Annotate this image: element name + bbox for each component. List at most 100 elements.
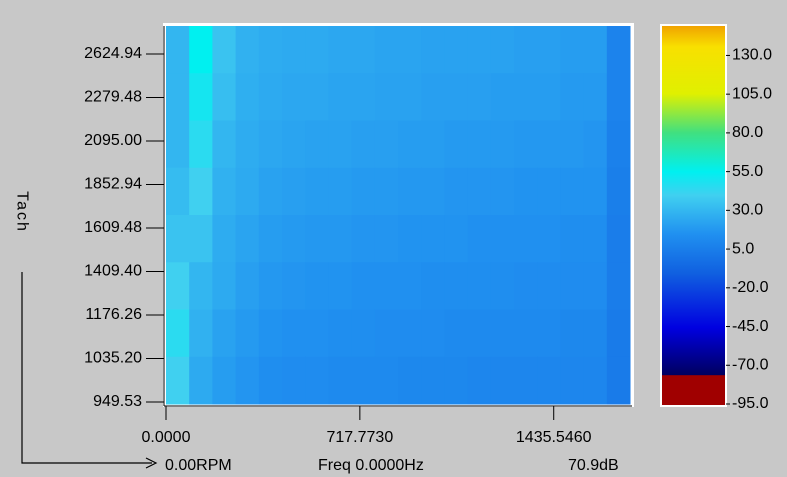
heatmap-cell bbox=[166, 262, 190, 310]
heatmap-cell bbox=[537, 262, 561, 310]
heatmap-cell bbox=[189, 309, 213, 358]
heatmap-cell bbox=[537, 120, 561, 169]
heatmap-cell bbox=[328, 356, 353, 405]
heatmap-cell bbox=[606, 26, 631, 74]
heatmap-cell bbox=[235, 262, 260, 310]
y-tick-label: 1852.94 bbox=[84, 176, 142, 193]
axis-arrow bbox=[21, 272, 152, 464]
heatmap-cell bbox=[235, 309, 260, 358]
heatmap-cell bbox=[235, 73, 260, 121]
heatmap-cell bbox=[374, 26, 399, 74]
heatmap-cell bbox=[374, 120, 399, 169]
heatmap-cell bbox=[235, 120, 260, 169]
heatmap-cell bbox=[444, 26, 469, 74]
heatmap-cell bbox=[421, 356, 445, 405]
heatmap-cell bbox=[212, 167, 237, 216]
colorbar-tick-label: -95.0 bbox=[732, 395, 769, 412]
heatmap-cell bbox=[514, 309, 538, 358]
heatmap-cell bbox=[398, 26, 422, 74]
heatmap-cell bbox=[467, 26, 492, 74]
y-tick-label: 949.53 bbox=[93, 393, 142, 410]
heatmap-cell bbox=[560, 215, 585, 263]
heatmap-cell bbox=[490, 26, 515, 74]
heatmap-cell bbox=[583, 167, 608, 216]
colorbar-tick-label: 30.0 bbox=[732, 202, 763, 219]
y-axis-label: Tach bbox=[14, 191, 31, 233]
colorbar-tick-label: 80.0 bbox=[732, 124, 763, 141]
heatmap-cell bbox=[514, 120, 538, 169]
freq-readout: Freq 0.0000Hz bbox=[318, 457, 424, 474]
heatmap-cell bbox=[444, 167, 469, 216]
heatmap-cell bbox=[351, 262, 376, 310]
heatmap-cell bbox=[490, 215, 515, 263]
heatmap-cell bbox=[514, 73, 538, 121]
heatmap-cell bbox=[374, 167, 399, 216]
heatmap-cell bbox=[189, 262, 213, 310]
heatmap-cell bbox=[258, 26, 283, 74]
heatmap-cell bbox=[421, 215, 445, 263]
heatmap-cell bbox=[305, 120, 329, 169]
heatmap-cell bbox=[258, 356, 283, 405]
heatmap-cell bbox=[235, 356, 260, 405]
heatmap-cell bbox=[467, 120, 492, 169]
heatmap-cell bbox=[560, 120, 585, 169]
heatmap-cell bbox=[166, 120, 190, 169]
heatmap-cell bbox=[398, 167, 422, 216]
x-tick-label: 0.0000 bbox=[142, 429, 191, 446]
colorbar-tick-label: 5.0 bbox=[732, 240, 754, 257]
heatmap-cell bbox=[583, 73, 608, 121]
heatmap-cell bbox=[328, 73, 353, 121]
colorbar bbox=[660, 24, 727, 407]
heatmap-cell bbox=[606, 215, 631, 263]
heatmap-cell bbox=[374, 262, 399, 310]
heatmap-cell bbox=[421, 167, 445, 216]
y-tick-label: 2095.00 bbox=[84, 132, 142, 149]
heatmap-cell bbox=[444, 262, 469, 310]
heatmap-cell bbox=[351, 120, 376, 169]
x-tick-label: 717.7730 bbox=[326, 429, 393, 446]
heatmap-cell bbox=[282, 262, 306, 310]
y-tick-label: 1409.40 bbox=[84, 263, 142, 280]
heatmap-cell bbox=[514, 215, 538, 263]
x-tick-label: 1435.5460 bbox=[516, 429, 592, 446]
heatmap-cell bbox=[398, 262, 422, 310]
heatmap-cell bbox=[560, 26, 585, 74]
heatmap-cell bbox=[537, 167, 561, 216]
heatmap-cell bbox=[606, 120, 631, 169]
heatmap-cell bbox=[467, 356, 492, 405]
heatmap-cell bbox=[583, 120, 608, 169]
heatmap-cell bbox=[398, 120, 422, 169]
heatmap-cell bbox=[490, 167, 515, 216]
heatmap-cell bbox=[490, 356, 515, 405]
heatmap-cell bbox=[166, 73, 190, 121]
heatmap-cell bbox=[212, 73, 237, 121]
heatmap-cell bbox=[421, 262, 445, 310]
heatmap-cell bbox=[467, 262, 492, 310]
heatmap-cell bbox=[490, 73, 515, 121]
heatmap-cell bbox=[398, 73, 422, 121]
heatmap-cell bbox=[514, 26, 538, 74]
heatmap-cell bbox=[166, 26, 190, 74]
heatmap-cell bbox=[560, 356, 585, 405]
heatmap-cell bbox=[166, 356, 190, 405]
heatmap-cell bbox=[583, 26, 608, 74]
heatmap-cell bbox=[212, 356, 237, 405]
heatmap-cell bbox=[537, 215, 561, 263]
rpm-readout: 0.00RPM bbox=[165, 457, 232, 474]
heatmap-cell bbox=[189, 120, 213, 169]
heatmap-cell bbox=[166, 167, 190, 216]
heatmap-cell bbox=[166, 215, 190, 263]
y-tick-label: 2279.48 bbox=[84, 89, 142, 106]
heatmap-cell bbox=[421, 26, 445, 74]
heatmap-cell bbox=[258, 167, 283, 216]
heatmap-cell bbox=[421, 120, 445, 169]
heatmap-cell bbox=[560, 309, 585, 358]
heatmap-cell bbox=[398, 215, 422, 263]
colorbar-tick-label: 105.0 bbox=[732, 85, 772, 102]
heatmap-cell bbox=[606, 262, 631, 310]
colorbar-tick-label: -20.0 bbox=[732, 279, 769, 296]
heatmap-cell bbox=[351, 215, 376, 263]
heatmap-cell bbox=[305, 167, 329, 216]
y-tick-label: 1609.48 bbox=[84, 219, 142, 236]
